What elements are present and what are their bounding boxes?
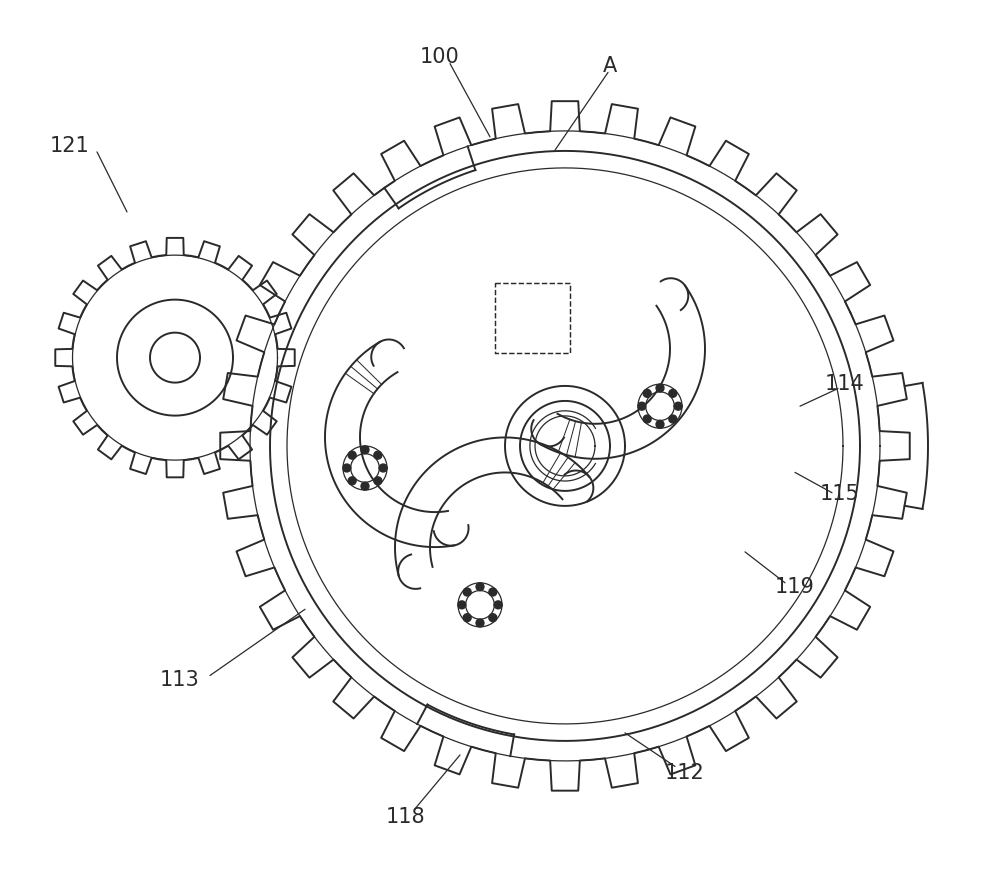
Circle shape [669,389,677,397]
Circle shape [638,403,646,410]
Circle shape [674,403,682,410]
Circle shape [374,477,382,485]
Circle shape [669,415,677,423]
Bar [495,283,570,353]
Text: 121: 121 [50,136,90,155]
Circle shape [476,583,484,591]
Text: 115: 115 [820,485,860,504]
Circle shape [458,601,466,608]
Circle shape [348,477,356,485]
Text: 100: 100 [420,48,460,67]
Circle shape [379,464,387,472]
Circle shape [643,389,651,397]
Text: 114: 114 [825,374,865,394]
Circle shape [476,619,484,627]
Circle shape [489,588,497,596]
Text: 119: 119 [775,577,815,597]
Circle shape [656,420,664,428]
Circle shape [343,464,351,472]
Text: A: A [603,57,617,76]
Circle shape [656,384,664,392]
Circle shape [463,614,471,622]
Circle shape [348,451,356,459]
Circle shape [494,601,502,608]
Circle shape [463,588,471,596]
Circle shape [643,415,651,423]
Text: 113: 113 [160,670,200,690]
Circle shape [361,482,369,490]
Text: 118: 118 [385,807,425,826]
Circle shape [374,451,382,459]
Text: 112: 112 [665,763,705,782]
Circle shape [361,446,369,454]
Circle shape [489,614,497,622]
